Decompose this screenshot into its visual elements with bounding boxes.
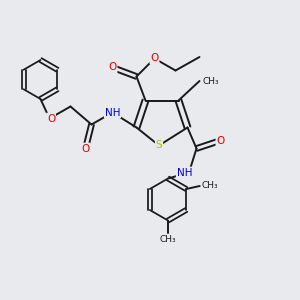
Text: O: O (108, 62, 117, 73)
Text: CH₃: CH₃ (202, 76, 219, 85)
Text: O: O (47, 113, 55, 124)
Text: NH: NH (177, 167, 192, 178)
Text: O: O (150, 53, 159, 64)
Text: NH: NH (105, 107, 120, 118)
Text: O: O (216, 136, 225, 146)
Text: CH₃: CH₃ (160, 236, 176, 244)
Text: O: O (81, 143, 90, 154)
Text: S: S (156, 140, 162, 151)
Text: CH₃: CH₃ (201, 182, 218, 190)
